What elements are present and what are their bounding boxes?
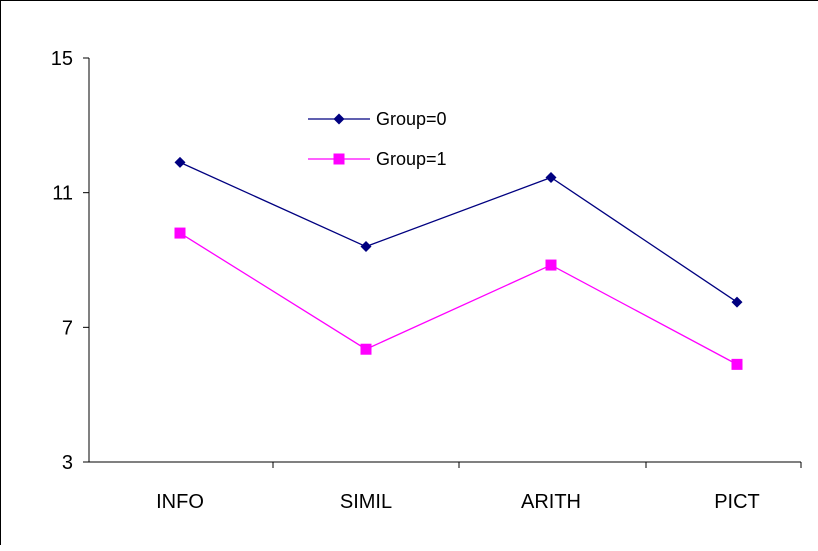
legend-item: Group=1 — [308, 149, 447, 169]
chart-axes: 3 7 11 15 INFO SIMIL ARITH PICT — [51, 48, 802, 513]
y-tick-label: 7 — [62, 317, 73, 339]
y-tick-label: 3 — [62, 452, 73, 474]
x-tick-label: ARITH — [521, 491, 581, 513]
legend-marker — [333, 153, 345, 165]
y-tick-label: 15 — [51, 48, 73, 70]
legend-item: Group=0 — [308, 109, 447, 129]
data-point — [731, 296, 743, 308]
series-layer — [174, 156, 743, 370]
data-point — [731, 358, 743, 370]
x-tick-label: SIMIL — [340, 491, 392, 513]
series-group-0 — [174, 156, 743, 308]
series-line — [179, 232, 738, 365]
series-line — [179, 161, 738, 303]
y-tick-label: 11 — [52, 183, 73, 205]
legend-label: Group=0 — [376, 109, 447, 129]
data-point — [174, 156, 186, 168]
x-tick-label: PICT — [714, 491, 760, 513]
series-group-1 — [174, 227, 743, 370]
data-point — [360, 343, 372, 355]
chart-legend: Group=0 Group=1 — [308, 109, 447, 169]
data-point — [360, 241, 372, 253]
data-point — [174, 227, 186, 239]
x-tick-label: INFO — [156, 491, 204, 513]
data-point — [545, 259, 557, 271]
data-point — [545, 172, 557, 184]
legend-marker — [333, 113, 345, 125]
legend-label: Group=1 — [376, 149, 447, 169]
